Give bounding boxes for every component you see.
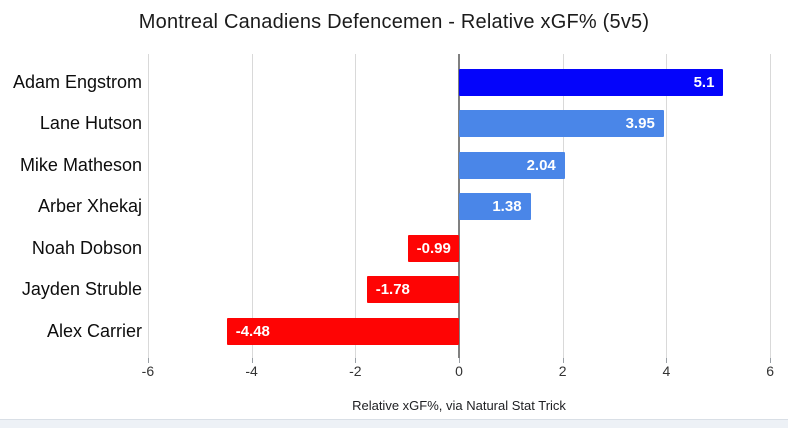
chart-title: Montreal Canadiens Defencemen - Relative… <box>138 11 650 33</box>
grid-line <box>147 54 149 358</box>
x-tick-label: 4 <box>662 363 671 379</box>
x-axis-tick <box>666 358 668 363</box>
category-label: Arber Xhekaj <box>37 196 142 216</box>
category-label: Jayden Struble <box>21 279 142 299</box>
bar-value-label: -0.99 <box>416 239 451 257</box>
x-tick-label: -4 <box>245 363 258 379</box>
x-axis-tick <box>562 358 564 363</box>
bar-value-label: 5.1 <box>693 73 715 91</box>
x-tick-label: -6 <box>141 363 155 379</box>
x-tick-label: 0 <box>455 363 463 379</box>
grid-line <box>251 54 253 358</box>
category-label: Alex Carrier <box>46 320 142 341</box>
bar-value-label: -4.48 <box>235 322 270 340</box>
x-axis-title: Relative xGF%, via Natural Stat Trick <box>352 398 566 413</box>
bar: -4.48 <box>226 317 459 345</box>
grid-line <box>562 54 564 358</box>
category-label: Noah Dobson <box>31 237 142 258</box>
bar: 1.38 <box>459 193 531 220</box>
bar-value-label: 1.38 <box>492 198 522 215</box>
category-label: Adam Engstrom <box>12 71 142 92</box>
x-axis-tick <box>355 358 357 363</box>
grid-line <box>770 54 772 358</box>
category-label: Lane Hutson <box>39 113 142 133</box>
footer-strip <box>0 419 788 428</box>
category-label: Mike Matheson <box>19 154 142 175</box>
bar: -1.78 <box>366 276 459 303</box>
grid-line <box>666 54 668 358</box>
bar-value-label: 3.95 <box>625 115 655 132</box>
x-tick-label: 2 <box>558 363 567 379</box>
x-axis-tick <box>459 358 460 363</box>
bar-value-label: 2.04 <box>526 156 556 174</box>
bar: 3.95 <box>459 110 664 137</box>
x-axis-tick <box>147 358 149 363</box>
x-axis-tick <box>770 358 772 363</box>
bar: -0.99 <box>407 234 459 262</box>
grid-line <box>355 54 357 358</box>
x-tick-label: 6 <box>766 363 774 379</box>
x-axis-tick <box>251 358 253 363</box>
bar-value-label: -1.78 <box>375 281 410 298</box>
bar: 5.1 <box>459 68 724 96</box>
bar: 2.04 <box>459 151 565 179</box>
x-tick-label: -2 <box>349 363 362 379</box>
